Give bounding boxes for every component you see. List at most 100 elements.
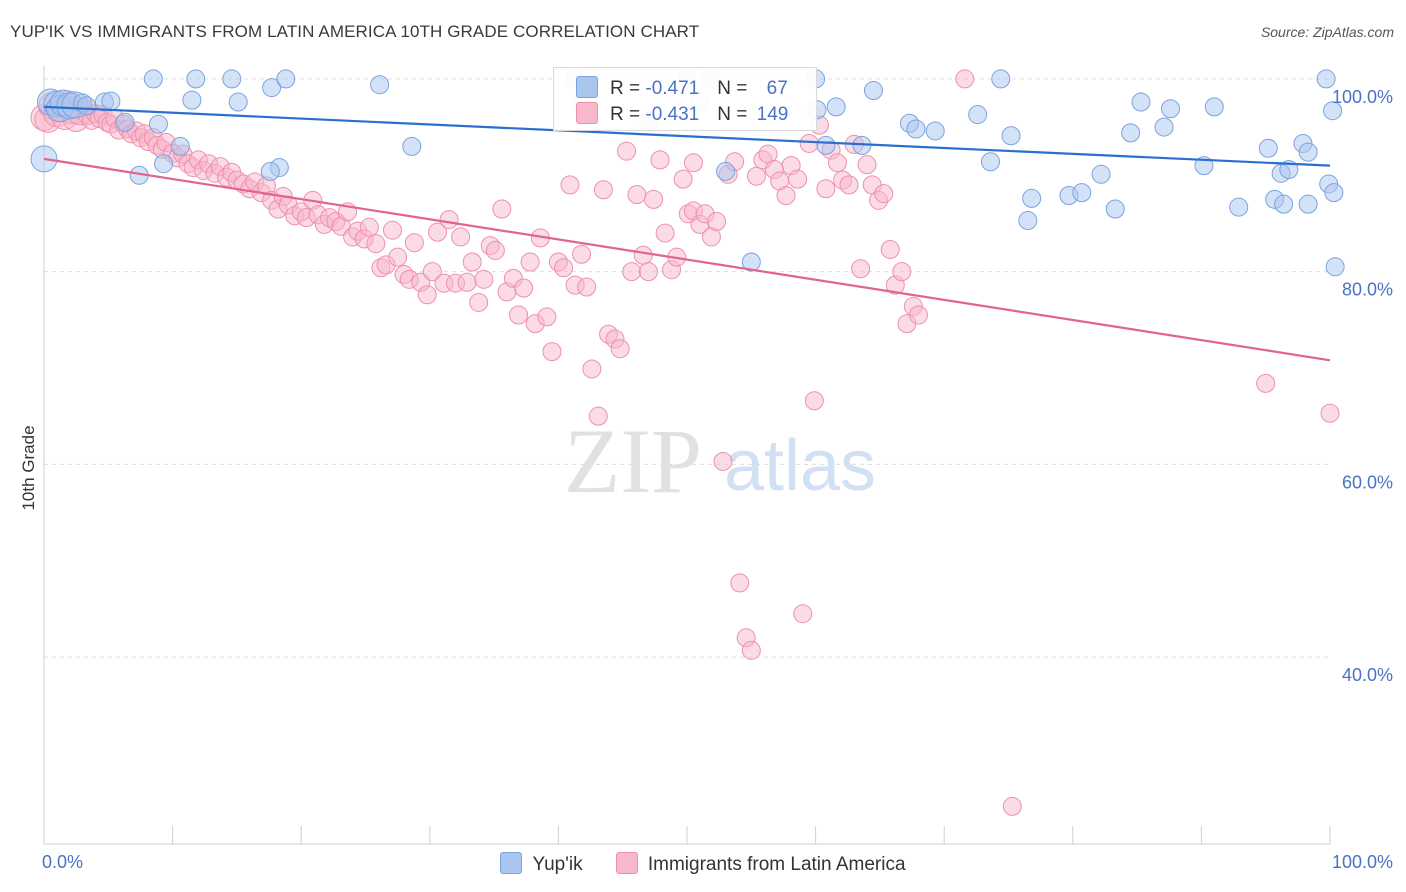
immigrants-point — [617, 141, 637, 161]
immigrants-point — [428, 222, 448, 242]
immigrants-point — [474, 269, 494, 289]
immigrants-point — [655, 223, 675, 243]
yupik-point — [980, 152, 1000, 172]
immigrants-point — [851, 259, 871, 279]
yupik-point — [260, 161, 280, 181]
immigrants-point — [554, 258, 574, 278]
yupik-point — [402, 136, 422, 156]
immigrants-point — [713, 451, 733, 471]
immigrants-point — [633, 245, 653, 265]
immigrants-point — [542, 342, 562, 362]
yupik-point — [1001, 126, 1021, 146]
immigrants-point — [857, 155, 877, 175]
immigrants-point — [366, 234, 386, 254]
immigrants-point — [622, 262, 642, 282]
immigrants-point — [359, 217, 379, 237]
yupik-point — [741, 252, 761, 272]
yupik-point — [1325, 257, 1345, 277]
legend-n-value: 149 — [756, 104, 789, 125]
immigrants-point — [610, 339, 630, 359]
yupik-point — [991, 69, 1011, 89]
immigrants-point — [1256, 373, 1276, 393]
legend-row-immigrants: R = -0.431 N = 149 — [576, 102, 789, 125]
legend-label-immigrants: Immigrants from Latin America — [647, 854, 906, 875]
immigrants-point — [673, 169, 693, 189]
immigrants-point — [492, 199, 512, 219]
immigrants-point — [462, 252, 482, 272]
source-label: Source: ZipAtlas.com — [1260, 24, 1394, 40]
correlation-legend: R = -0.471 N = 67 R = -0.431 N = 149 — [553, 67, 817, 131]
yupik-point — [1091, 164, 1111, 184]
legend-swatch-yupik — [500, 852, 523, 874]
immigrants-point — [638, 262, 658, 282]
trend-lines — [43, 105, 1331, 362]
immigrants-point — [683, 153, 703, 173]
immigrants-point — [644, 189, 664, 209]
immigrants-point — [572, 244, 592, 264]
yupik-point — [1274, 194, 1294, 214]
immigrants-point — [422, 262, 442, 282]
immigrants-point — [514, 278, 534, 298]
immigrants-point — [793, 604, 813, 624]
watermark-zip: ZIP — [564, 410, 702, 512]
yupik-point — [182, 90, 202, 110]
yupik-point — [1298, 194, 1318, 214]
immigrants-point — [730, 573, 750, 593]
yupik-point — [1121, 123, 1141, 143]
legend-n-value: 67 — [766, 78, 788, 99]
x-tick-labels: 0.0% 100.0% — [42, 852, 1393, 872]
yupik-point — [143, 69, 163, 89]
yupik-point — [1324, 183, 1344, 203]
immigrants-point — [469, 292, 489, 312]
yupik-point — [1161, 99, 1181, 119]
immigrants-point — [908, 305, 928, 325]
yupik-point — [968, 105, 988, 125]
yupik-point — [1316, 69, 1336, 89]
legend-swatch-immigrants — [615, 852, 638, 874]
yupik-point — [906, 119, 926, 139]
immigrants-point — [509, 305, 529, 325]
yupik-point — [148, 114, 168, 134]
yupik-point — [115, 112, 135, 132]
immigrants-point — [560, 175, 580, 195]
yupik-point — [262, 78, 282, 98]
immigrants-point — [582, 359, 602, 379]
yupik-point — [154, 154, 174, 174]
legend-n-label: N = — [717, 78, 753, 99]
immigrants-point — [593, 180, 613, 200]
immigrants-point — [1002, 796, 1022, 816]
yupik-point — [101, 91, 121, 111]
yupik-point — [222, 69, 242, 89]
immigrants-point — [627, 185, 647, 205]
yupik-point — [1298, 142, 1318, 162]
yupik-point — [816, 135, 836, 155]
series-legend: Yup'ik Immigrants from Latin America — [0, 852, 1406, 876]
yupik-point — [170, 136, 190, 156]
y-tick-label: 80.0% — [1342, 280, 1393, 300]
immigrants-point — [650, 150, 670, 170]
legend-swatch-yupik — [576, 76, 598, 98]
immigrants-point — [816, 179, 836, 199]
immigrants-point — [707, 212, 727, 232]
yupik-point — [826, 97, 846, 117]
immigrants-point — [577, 277, 597, 297]
legend-r-value: -0.431 — [645, 104, 700, 125]
immigrants-point — [799, 133, 819, 153]
legend-label-yupik: Yup'ik — [532, 854, 583, 875]
immigrants-point — [892, 262, 912, 282]
immigrants-point — [741, 640, 761, 660]
immigrants-point — [485, 240, 505, 260]
immigrants-point — [439, 210, 459, 230]
yupik-point — [1072, 183, 1092, 203]
y-tick-label: 40.0% — [1342, 665, 1393, 685]
immigrants-point — [804, 391, 824, 411]
immigrants-point — [451, 227, 471, 247]
yupik-point — [186, 69, 206, 89]
watermark-atlas: atlas — [724, 426, 876, 506]
yupik-point — [863, 80, 883, 100]
x-tick-label: 100.0% — [1332, 852, 1393, 872]
x-tick-label: 0.0% — [42, 852, 83, 872]
legend-n-label: N = — [717, 104, 753, 125]
immigrants-point — [520, 252, 540, 272]
immigrants-point — [404, 233, 424, 253]
